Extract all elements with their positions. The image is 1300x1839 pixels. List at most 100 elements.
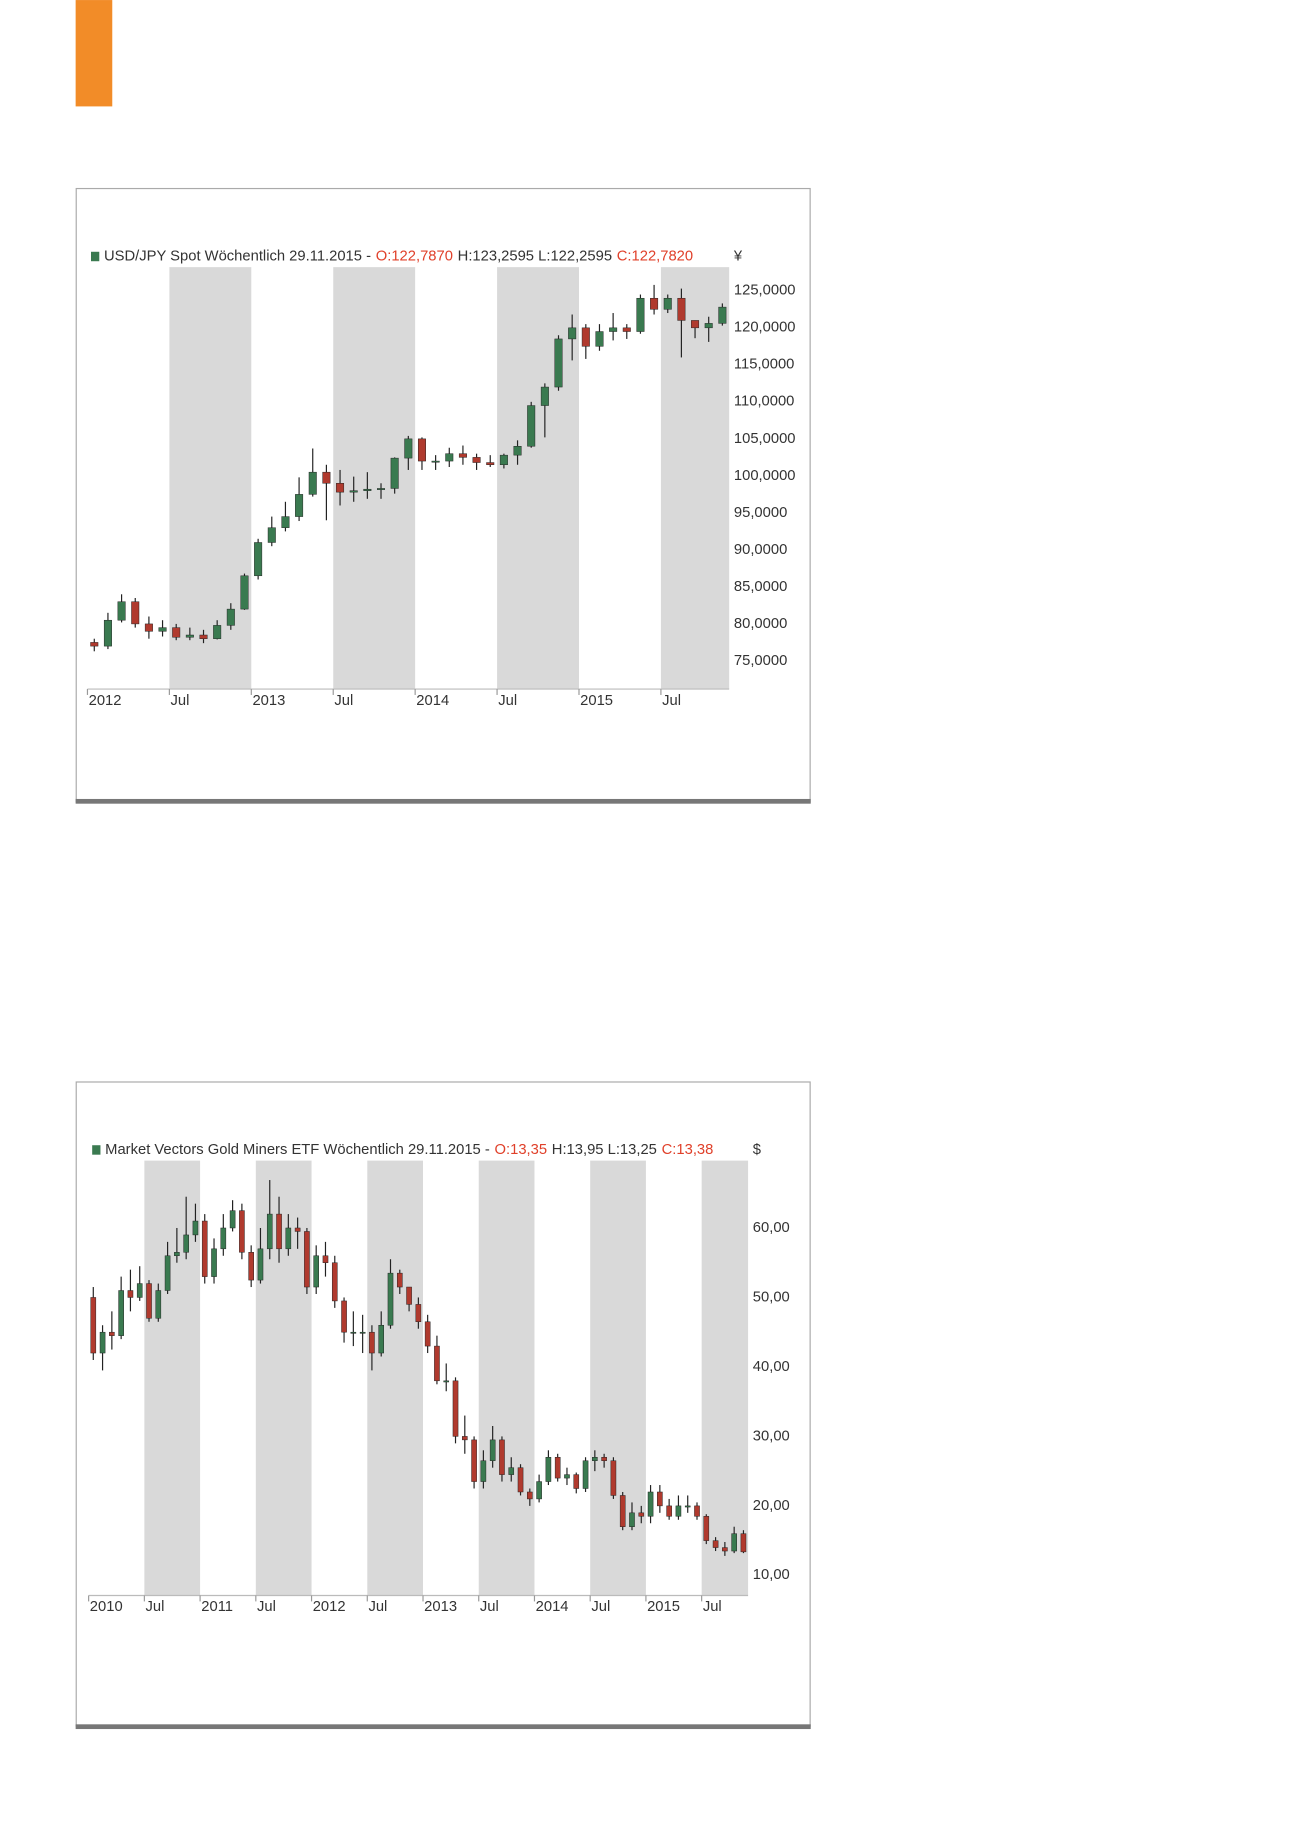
candle-body [90, 1297, 97, 1354]
x-tick-label: 2012 [313, 1599, 346, 1615]
candle-body [536, 1481, 542, 1500]
candle-body [545, 1457, 552, 1482]
candle-body [480, 1460, 487, 1482]
candle-body [118, 1290, 124, 1336]
unit-label: ¥ [733, 248, 743, 264]
candle-body [462, 1436, 468, 1441]
candle-body [172, 627, 181, 638]
candle-body [103, 619, 112, 647]
candle-body [294, 1227, 301, 1232]
candle-body [304, 1231, 310, 1288]
candle-body [404, 438, 413, 459]
candle-body [363, 488, 372, 491]
candle-body [647, 1491, 654, 1517]
candle-body [650, 297, 659, 310]
candle-body [636, 297, 645, 332]
candle-body [704, 323, 713, 329]
candle-body [90, 642, 99, 647]
candle-body [254, 542, 263, 577]
candle-body [322, 471, 331, 484]
y-tick-label: 100,0000 [734, 468, 796, 484]
candle-body [331, 1262, 338, 1302]
chart-header: USD/JPY Spot Wöchentlich 29.11.2015 - O:1… [104, 248, 693, 264]
candle-body [226, 608, 235, 626]
y-tick-label: 85,0000 [734, 579, 787, 595]
x-tick-label: 2010 [90, 1599, 123, 1615]
candle-body [155, 1290, 162, 1319]
candle-body [308, 471, 317, 495]
candle-body [499, 1439, 505, 1475]
y-tick-label: 90,0000 [734, 542, 787, 558]
candle-body [592, 1457, 598, 1461]
y-tick-label: 40,00 [753, 1359, 790, 1375]
candle-body [378, 1325, 385, 1354]
candle-body [508, 1467, 515, 1475]
season-shade [367, 1160, 424, 1596]
y-tick-label: 10,00 [753, 1567, 790, 1583]
header-item: O:122,7870 [376, 248, 453, 264]
candle-body [677, 297, 686, 321]
candle-body [452, 1380, 459, 1437]
candle-body [718, 306, 727, 324]
candle-body [349, 490, 358, 493]
candle-body [573, 1474, 580, 1489]
legend-swatch [91, 251, 100, 262]
candle-body [472, 457, 481, 463]
candle-body [369, 1331, 375, 1354]
candle-body [712, 1540, 719, 1548]
frame-bottom [75, 1724, 811, 1730]
candle-body [183, 1234, 189, 1253]
y-tick-label: 50,00 [753, 1289, 790, 1305]
candle-body [489, 1439, 496, 1461]
candle-body [185, 634, 194, 638]
candle-body [581, 327, 590, 347]
candle-body [117, 601, 126, 621]
x-tick-label: Jul [498, 693, 517, 709]
candle-body [458, 453, 467, 458]
x-tick-label: Jul [334, 693, 353, 709]
candle-body [127, 1290, 134, 1298]
candle-body [390, 457, 399, 489]
candle-body [359, 1331, 366, 1334]
y-tick-label: 80,0000 [734, 616, 787, 632]
candle-body [540, 386, 549, 406]
candle-body [158, 627, 167, 632]
candle-body [415, 1304, 422, 1323]
candle-body [568, 327, 577, 340]
candle-body [267, 527, 276, 543]
candle-body [629, 1512, 635, 1527]
x-tick-label: Jul [146, 1599, 165, 1615]
candle-body [199, 634, 208, 639]
candle-body [417, 438, 426, 462]
header-item: Market Vectors Gold Miners ETF Wöchentli… [105, 1142, 490, 1158]
season-shade [255, 1160, 312, 1596]
candle-body [99, 1331, 106, 1354]
candle-body [109, 1331, 115, 1336]
y-tick-label: 20,00 [753, 1498, 790, 1514]
candle-body [131, 601, 140, 625]
y-tick-label: 60,00 [753, 1220, 790, 1236]
candle-body [396, 1272, 403, 1288]
y-tick-label: 115,0000 [734, 357, 795, 373]
candle-body [201, 1220, 208, 1277]
candle-body [285, 1227, 292, 1250]
candle-body [192, 1220, 199, 1236]
candle-body [675, 1505, 682, 1517]
candle-body [499, 454, 508, 466]
candle-body [211, 1248, 217, 1277]
candle-body [691, 320, 700, 329]
candle-body [431, 460, 440, 463]
x-tick-label: 2015 [580, 693, 613, 709]
candle-body [322, 1255, 329, 1263]
header-item: C:13,38 [662, 1142, 714, 1158]
unit-label: $ [753, 1142, 761, 1158]
season-shade [144, 1160, 201, 1596]
chart-header: Market Vectors Gold Miners ETF Wöchentli… [105, 1142, 713, 1158]
candle-body [266, 1213, 273, 1250]
candle-body [406, 1286, 412, 1305]
season-shade [478, 1160, 535, 1596]
season-shade [169, 267, 252, 690]
x-tick-label: Jul [171, 693, 190, 709]
